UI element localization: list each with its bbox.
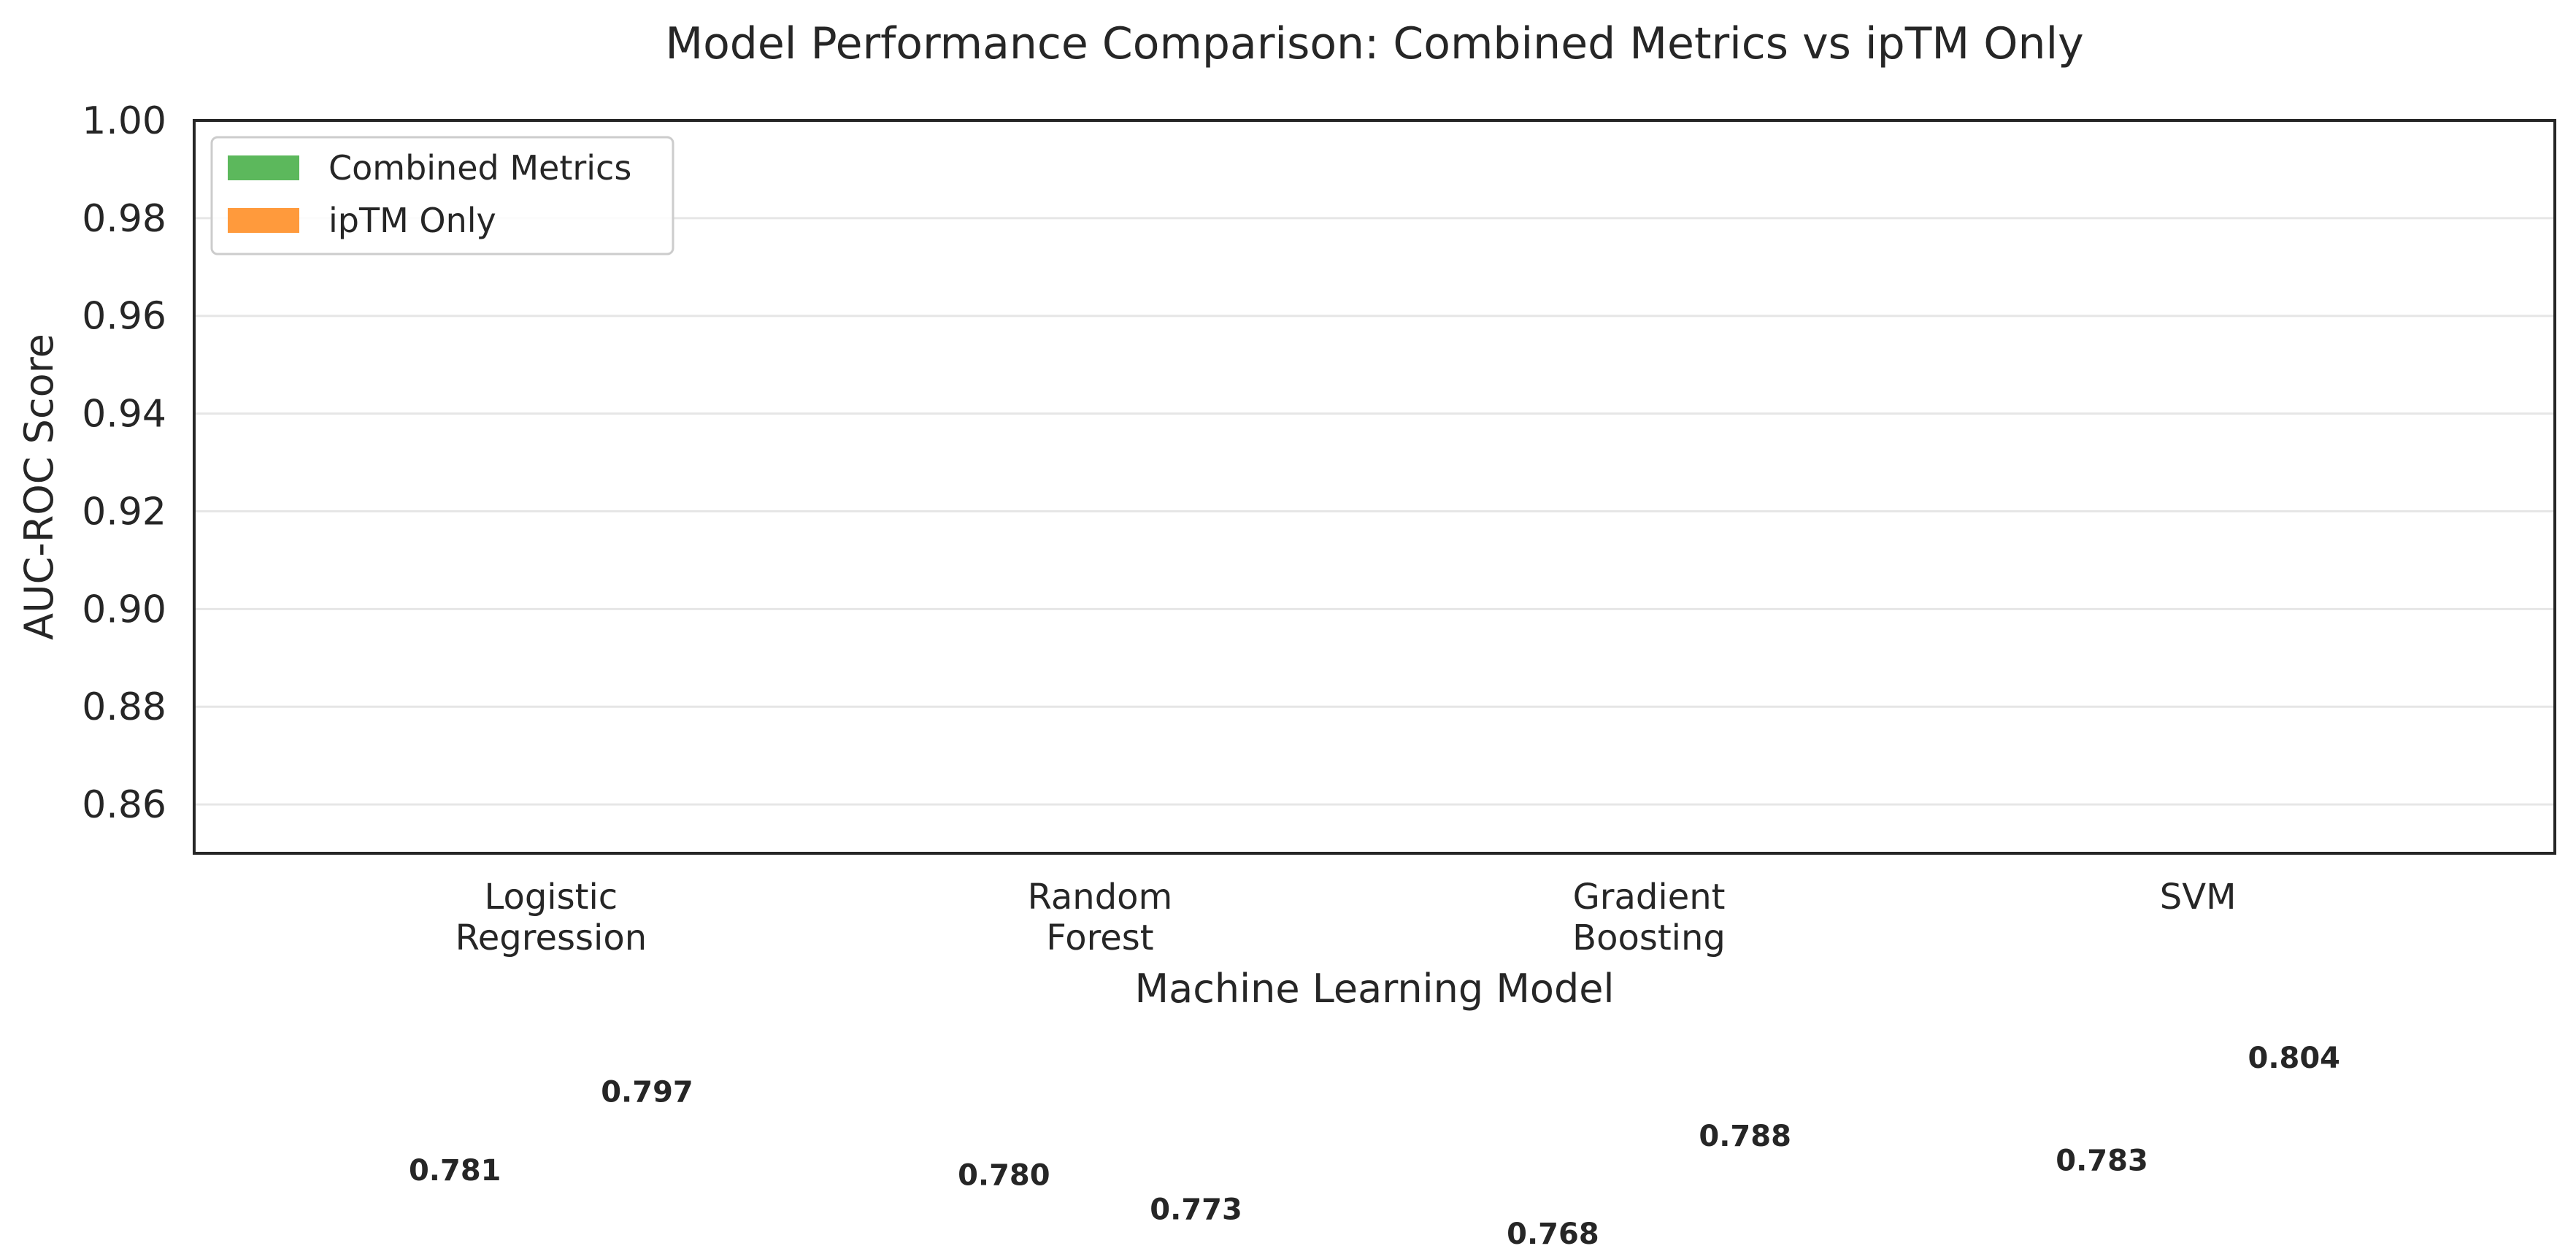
x-tick-label-gradient-boosting: Gradient Boosting bbox=[1572, 877, 1726, 958]
x-tick-label-logistic-regression: Logistic Regression bbox=[455, 877, 647, 958]
data-label-combined-metrics-logistic-regression: 0.781 bbox=[409, 1154, 501, 1188]
data-label-iptm-only-svm: 0.804 bbox=[2248, 1042, 2340, 1075]
legend-label-iptm-only: ipTM Only bbox=[328, 201, 496, 240]
data-label-combined-metrics-svm: 0.783 bbox=[2056, 1144, 2148, 1177]
y-tick-label: 0.88 bbox=[82, 685, 166, 729]
data-label-iptm-only-random-forest: 0.773 bbox=[1150, 1193, 1242, 1226]
x-tick-label-random-forest: Random Forest bbox=[1028, 877, 1173, 958]
chart-title: Model Performance Comparison: Combined M… bbox=[665, 18, 2083, 69]
legend: Combined Metrics ipTM Only bbox=[210, 136, 674, 255]
y-axis-label: AUC-ROC Score bbox=[16, 334, 62, 640]
plot-frame bbox=[193, 119, 2556, 855]
x-axis-ticks: Logistic Regression Random Forest Gradient Bo… bbox=[455, 877, 2237, 958]
legend-box bbox=[210, 136, 674, 255]
y-tick-label: 0.98 bbox=[82, 197, 166, 241]
data-label-iptm-only-logistic-regression: 0.797 bbox=[601, 1076, 693, 1109]
data-label-combined-metrics-random-forest: 0.780 bbox=[958, 1159, 1050, 1193]
y-tick-label: 0.96 bbox=[82, 295, 166, 339]
y-axis-ticks: 0.86 0.88 0.90 0.92 0.94 0.96 0.98 1.00 bbox=[82, 99, 166, 827]
data-label-combined-metrics-gradient-boosting: 0.768 bbox=[1507, 1218, 1599, 1251]
data-labels: 0.781 0.797 0.780 0.773 0.768 0.788 0.783 0.804 bbox=[409, 1042, 2340, 1251]
data-label-iptm-only-gradient-boosting: 0.788 bbox=[1699, 1120, 1791, 1153]
legend-label-combined-metrics: Combined Metrics bbox=[328, 148, 631, 188]
y-tick-label: 0.94 bbox=[82, 393, 166, 436]
y-tick-label: 0.86 bbox=[82, 783, 166, 827]
y-tick-label: 1.00 bbox=[82, 99, 166, 143]
x-tick-label-svm: SVM bbox=[2160, 877, 2237, 918]
gridlines bbox=[194, 217, 2555, 806]
legend-swatch-combined-metrics bbox=[228, 155, 299, 180]
y-tick-label: 0.92 bbox=[82, 490, 166, 534]
bars bbox=[361, 853, 2389, 1254]
legend-swatch-iptm-only bbox=[228, 208, 299, 233]
y-tick-label: 0.90 bbox=[82, 588, 166, 631]
x-axis-label: Machine Learning Model bbox=[1135, 966, 1615, 1012]
bar-group bbox=[361, 853, 2389, 1254]
